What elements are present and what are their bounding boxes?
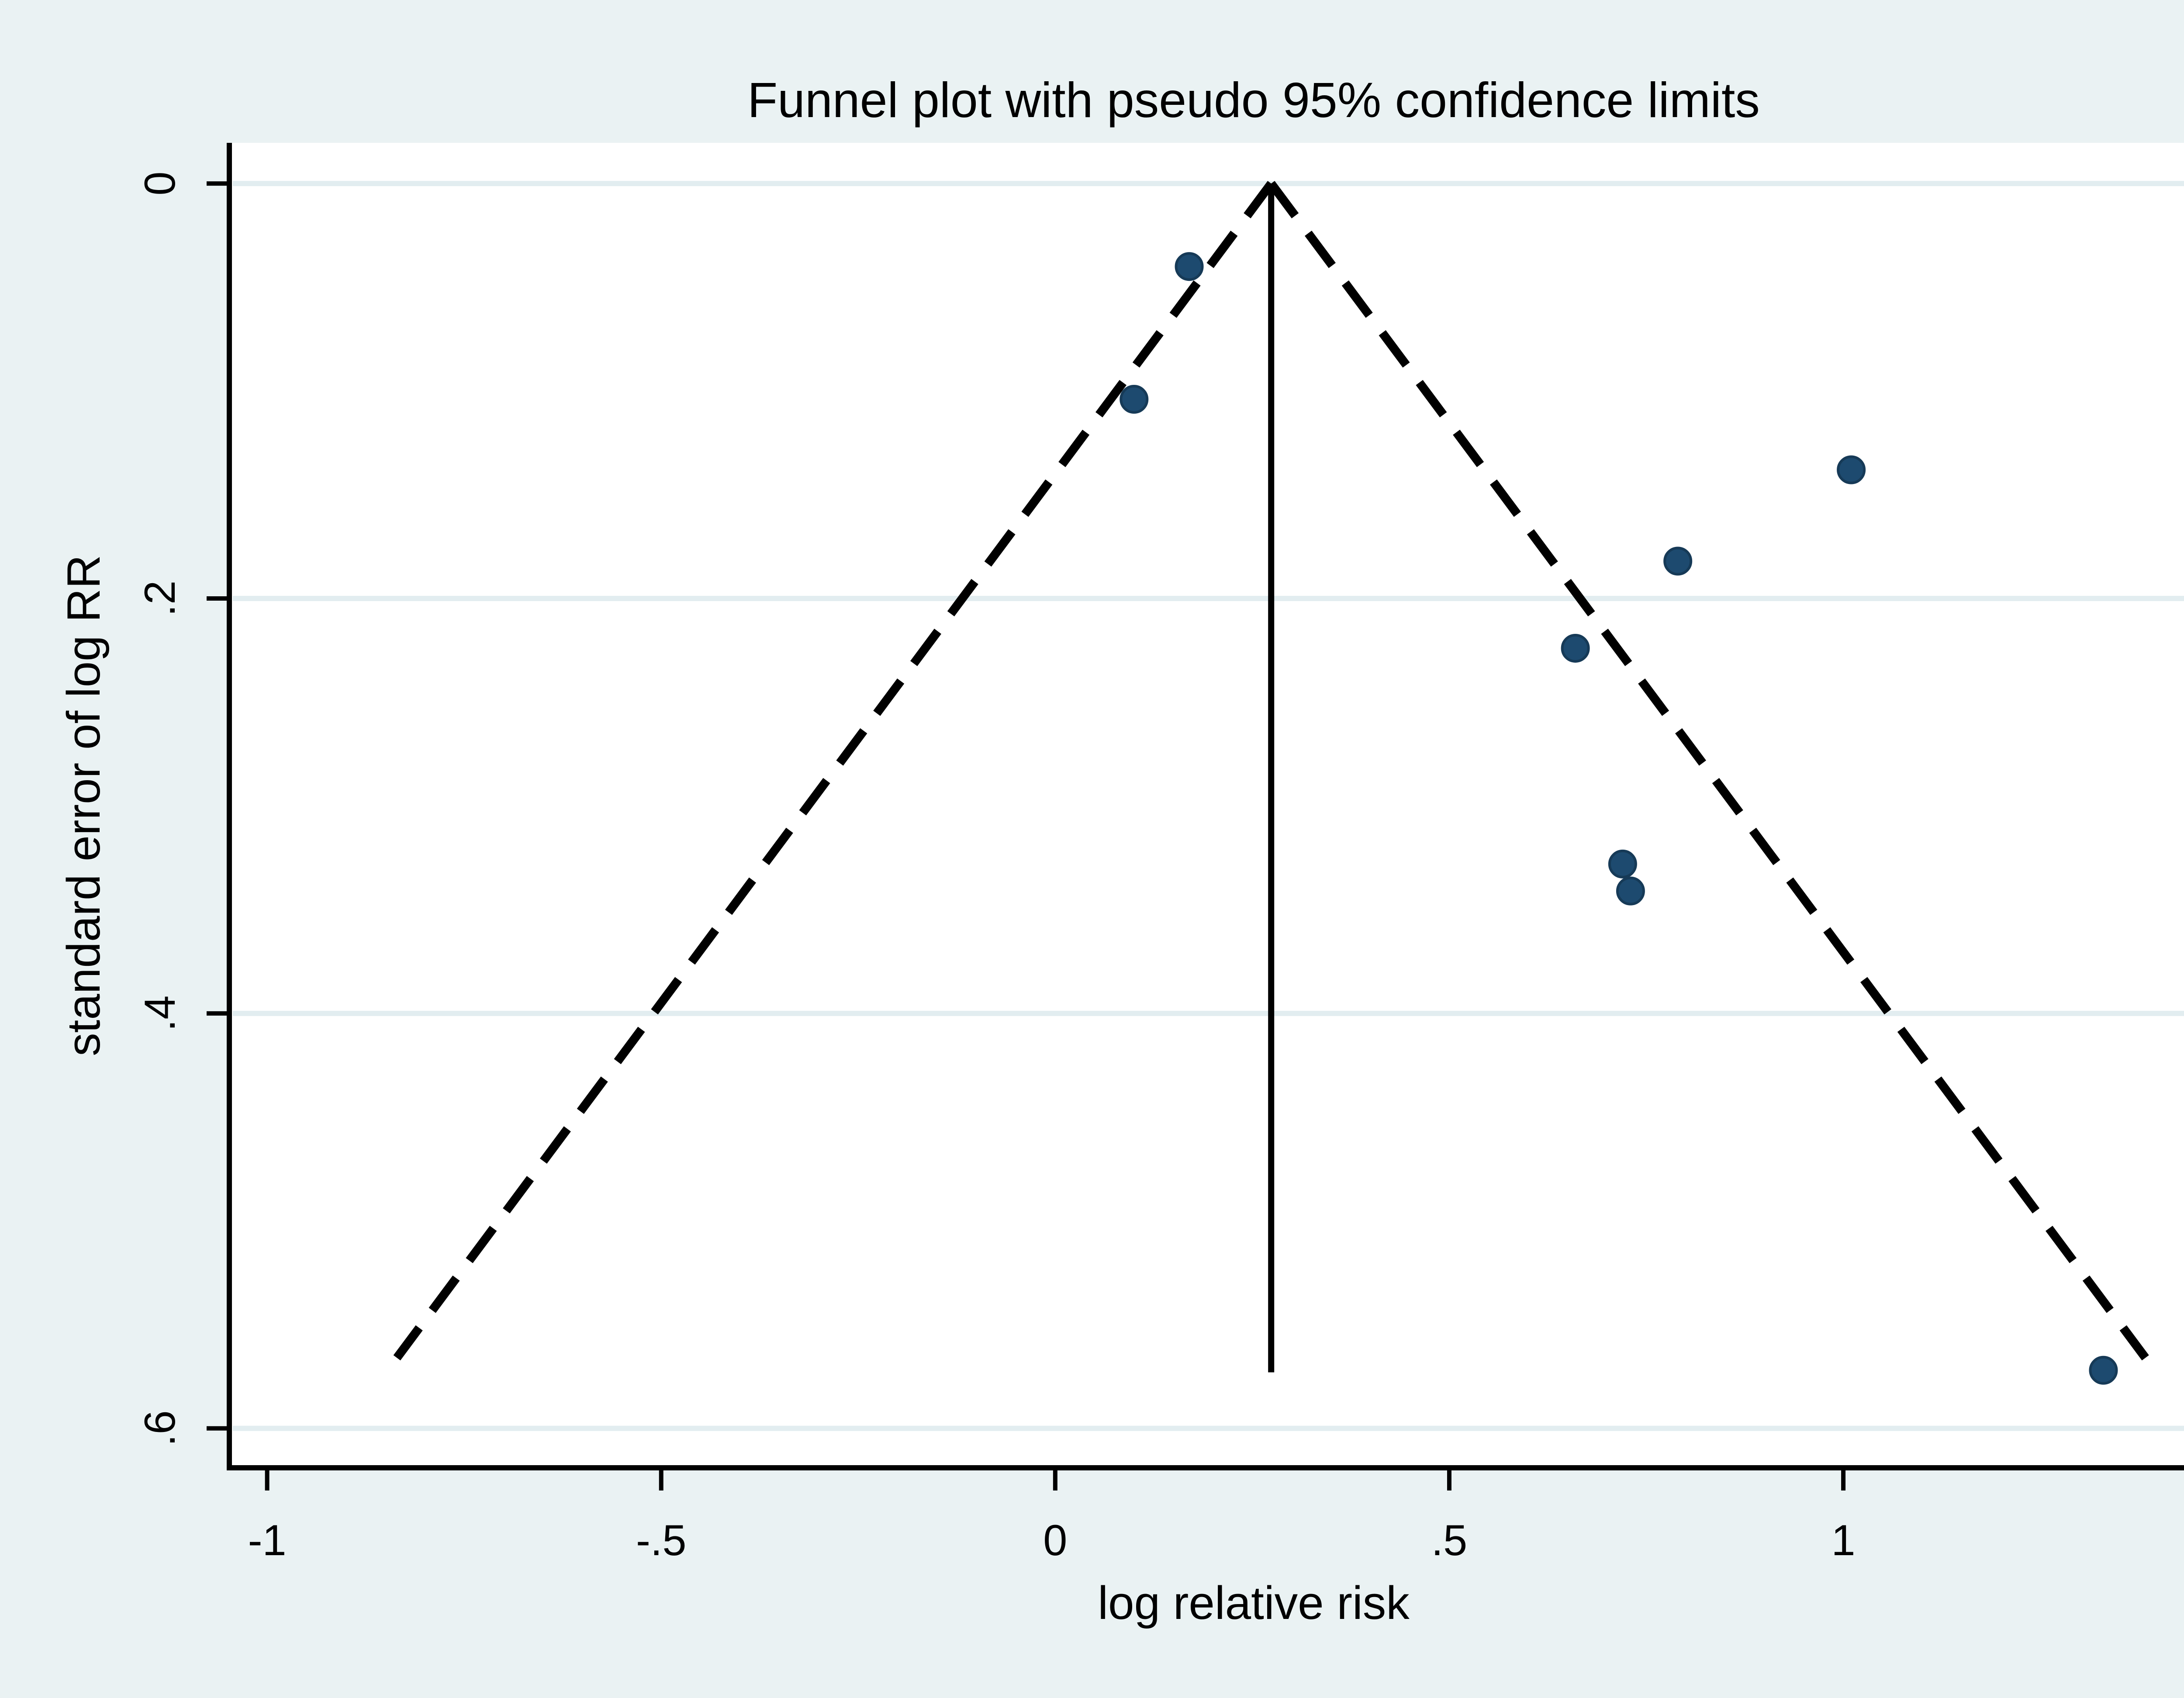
study-point <box>1837 455 1866 484</box>
study-point <box>1608 849 1637 878</box>
y-tick-label: .6 <box>135 1410 184 1446</box>
study-point <box>1616 876 1645 906</box>
axes-layer <box>227 143 2184 1470</box>
study-point <box>1120 385 1149 414</box>
data-points-layer <box>1120 252 2118 1385</box>
x-tick-label: 0 <box>1043 1516 1067 1564</box>
x-tick-label: -1 <box>248 1516 287 1564</box>
y-axis-title: standard error of log RR <box>57 555 110 1056</box>
x-tick-label: 1 <box>1832 1516 1856 1564</box>
study-point <box>2089 1356 2118 1385</box>
plot-area <box>229 143 2184 1468</box>
y-tick-label: 0 <box>135 172 184 196</box>
chart-title: Funnel plot with pseudo 95% confidence l… <box>747 73 1760 128</box>
study-point <box>1561 633 1590 663</box>
x-tick-label: -.5 <box>636 1516 687 1564</box>
study-point <box>1663 546 1693 576</box>
y-tick-label: .4 <box>135 996 184 1032</box>
x-tick-label: .5 <box>1431 1516 1468 1564</box>
funnel-limit-lines-layer <box>393 181 2149 1373</box>
gridlines-layer <box>233 181 2184 1431</box>
x-axis-title: log relative risk <box>1098 1577 1410 1629</box>
tick-marks-and-labels-layer: 0.2.4.6-1-.50.511.5 <box>135 172 1856 1564</box>
study-point <box>1175 252 1204 281</box>
y-tick-label: .2 <box>135 581 184 617</box>
